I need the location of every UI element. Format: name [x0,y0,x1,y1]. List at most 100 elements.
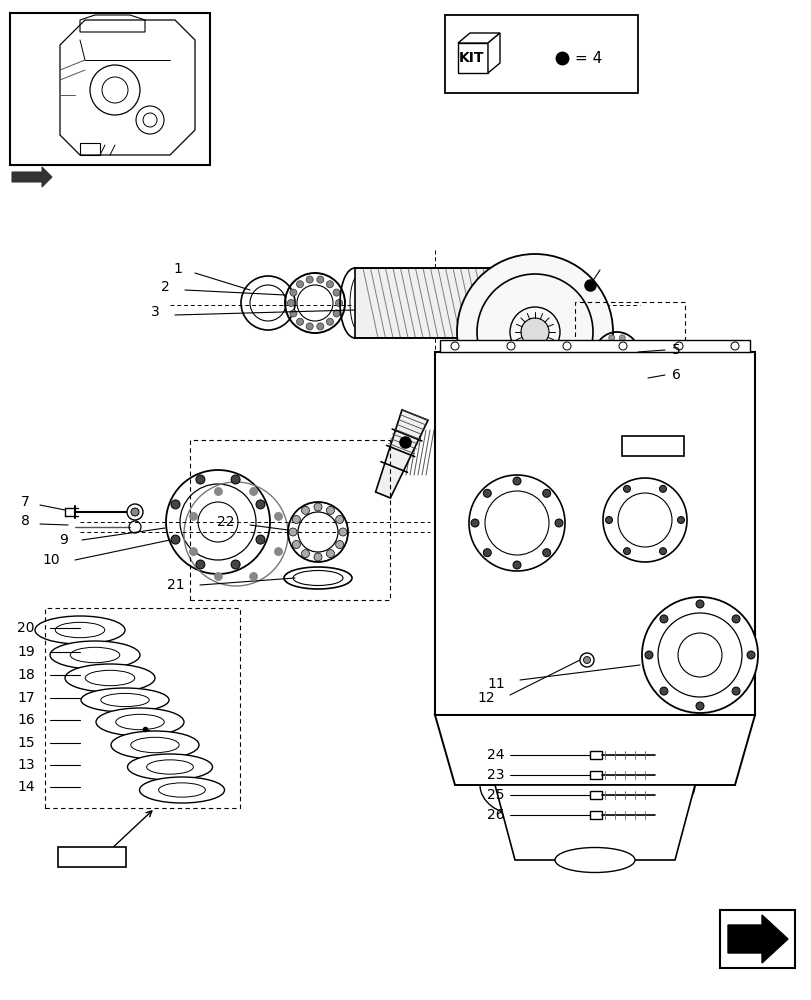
Text: 18: 18 [17,668,35,682]
Text: = 4: = 4 [574,51,602,66]
Circle shape [127,504,143,520]
Circle shape [695,600,703,608]
Bar [45,608,240,808]
Polygon shape [375,410,427,498]
Ellipse shape [35,616,125,644]
Circle shape [195,475,204,484]
Circle shape [605,516,611,524]
Text: 03.01: 03.01 [633,440,671,452]
Bar [590,811,601,819]
Circle shape [292,516,300,524]
Circle shape [335,300,342,306]
Bar [574,302,684,402]
Ellipse shape [139,777,224,803]
Circle shape [659,548,666,555]
Ellipse shape [127,754,212,780]
Circle shape [171,500,180,509]
Polygon shape [495,785,694,860]
Circle shape [296,281,303,288]
Circle shape [642,597,757,713]
Circle shape [292,540,300,548]
Bar [444,15,637,93]
Circle shape [255,535,264,544]
Circle shape [290,289,297,296]
Circle shape [289,528,297,536]
Circle shape [608,367,614,373]
Ellipse shape [65,664,155,692]
Ellipse shape [96,708,184,736]
Circle shape [231,560,240,569]
Circle shape [171,535,180,544]
Text: 14: 14 [17,780,35,794]
Circle shape [644,651,652,659]
Circle shape [274,512,282,520]
Circle shape [542,489,550,497]
Text: 19: 19 [17,645,35,659]
Circle shape [301,550,309,558]
Circle shape [290,310,297,317]
Bar [58,847,126,867]
Circle shape [599,341,606,347]
Circle shape [659,687,667,695]
Circle shape [326,550,334,558]
Circle shape [659,485,666,492]
Circle shape [623,548,629,555]
Circle shape [338,528,346,536]
Circle shape [608,335,614,341]
Polygon shape [487,33,500,73]
Circle shape [249,488,257,496]
Bar [440,340,749,352]
Circle shape [542,549,550,557]
Text: KIT: KIT [459,51,484,65]
Circle shape [483,549,491,557]
Ellipse shape [50,641,139,669]
Polygon shape [12,167,52,187]
Bar [190,440,389,600]
Circle shape [627,361,633,367]
Circle shape [316,276,324,283]
Bar [435,352,754,715]
Circle shape [296,318,303,325]
Circle shape [659,615,667,623]
Text: 9: 9 [59,533,68,547]
Ellipse shape [111,731,199,759]
Circle shape [314,503,322,511]
Circle shape [249,572,257,580]
Circle shape [326,281,333,288]
Text: 12: 12 [477,691,495,705]
Circle shape [554,519,562,527]
Circle shape [513,561,521,569]
Circle shape [630,351,636,357]
Circle shape [288,502,348,562]
Polygon shape [435,715,754,785]
Text: 7: 7 [21,495,30,509]
Circle shape [746,651,754,659]
Circle shape [469,475,564,571]
Circle shape [335,516,343,524]
Bar [354,268,509,338]
Circle shape [599,361,606,367]
Ellipse shape [554,847,634,872]
Text: 21: 21 [167,578,185,592]
Circle shape [695,702,703,710]
Circle shape [732,687,739,695]
Polygon shape [457,33,500,43]
Circle shape [513,477,521,485]
Text: 1: 1 [173,262,182,276]
Circle shape [457,254,612,410]
Circle shape [483,489,491,497]
Bar [621,436,683,456]
Text: 22: 22 [217,515,234,529]
Text: 6: 6 [672,368,680,382]
Circle shape [195,560,204,569]
Circle shape [214,572,222,580]
Circle shape [326,506,334,514]
Circle shape [316,323,324,330]
Text: 8: 8 [21,514,30,528]
Circle shape [627,341,633,347]
Circle shape [619,367,624,373]
Circle shape [732,615,739,623]
Bar [590,751,601,759]
Text: 13: 13 [17,758,35,772]
Text: 23: 23 [487,768,504,782]
